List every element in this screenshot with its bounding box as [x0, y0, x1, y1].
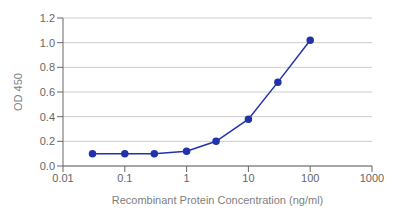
svg-text:Recombinant Protein Concentrat: Recombinant Protein Concentration (ng/ml…: [112, 194, 324, 206]
svg-text:0.2: 0.2: [40, 135, 55, 147]
svg-text:0.8: 0.8: [40, 61, 55, 73]
svg-text:1.2: 1.2: [40, 12, 55, 24]
svg-text:0.6: 0.6: [40, 86, 55, 98]
svg-text:0.1: 0.1: [117, 172, 132, 184]
svg-text:1.0: 1.0: [40, 37, 55, 49]
svg-text:OD 450: OD 450: [12, 73, 24, 111]
svg-text:1: 1: [184, 172, 190, 184]
svg-text:0.4: 0.4: [40, 111, 55, 123]
svg-text:10: 10: [242, 172, 254, 184]
svg-text:100: 100: [301, 172, 319, 184]
svg-text:0.0: 0.0: [40, 160, 55, 172]
svg-text:1000: 1000: [360, 172, 384, 184]
svg-text:0.01: 0.01: [52, 172, 73, 184]
